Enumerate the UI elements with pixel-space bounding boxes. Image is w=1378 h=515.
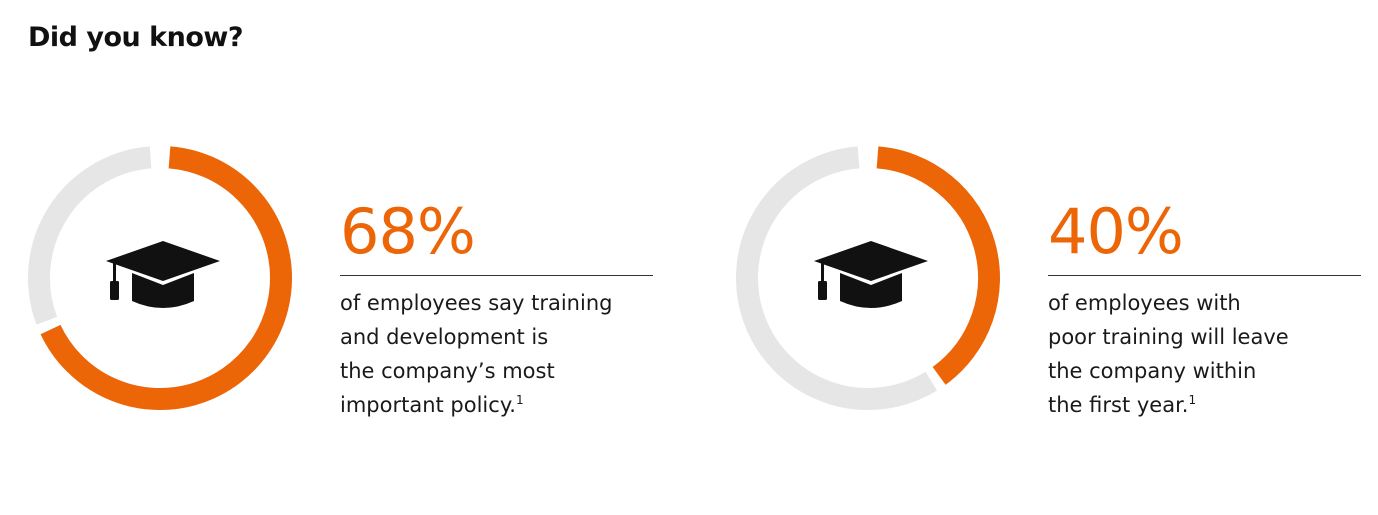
description-line: of employees with <box>1048 291 1241 315</box>
footnote-marker: 1 <box>1188 393 1197 407</box>
donut-value-segment <box>876 146 1000 385</box>
divider <box>1048 275 1361 276</box>
donut-chart-2 <box>736 146 1000 410</box>
stat-value: 68% <box>340 195 476 268</box>
stat-description: of employees with poor training will lea… <box>1048 286 1368 422</box>
stat-value: 40% <box>1048 195 1184 268</box>
donut-chart-1 <box>28 146 292 410</box>
description-text: important policy. <box>340 393 516 417</box>
donut-value-segment <box>40 146 292 410</box>
divider <box>340 275 653 276</box>
page-title: Did you know? <box>28 22 244 53</box>
stat-card-1: 68% of employees say training and develo… <box>0 0 680 515</box>
description-line: and development is <box>340 325 549 349</box>
graduation-cap-icon <box>814 241 928 308</box>
description-line: of employees say training <box>340 291 613 315</box>
donut-remainder-segment <box>736 146 937 410</box>
description-line: the company within <box>1048 359 1257 383</box>
footnote-marker: 1 <box>515 393 524 407</box>
graduation-cap-icon <box>106 241 220 308</box>
donut-remainder-segment <box>28 146 152 325</box>
description-line: poor training will leave <box>1048 325 1289 349</box>
stat-card-2: 40% of employees with poor training will… <box>708 0 1378 515</box>
description-text: the first year. <box>1048 393 1189 417</box>
stat-description: of employees say training and developmen… <box>340 286 660 422</box>
description-line: the company’s most <box>340 359 555 383</box>
description-line-last: the first year.1 <box>1048 388 1368 422</box>
description-line-last: important policy.1 <box>340 388 660 422</box>
